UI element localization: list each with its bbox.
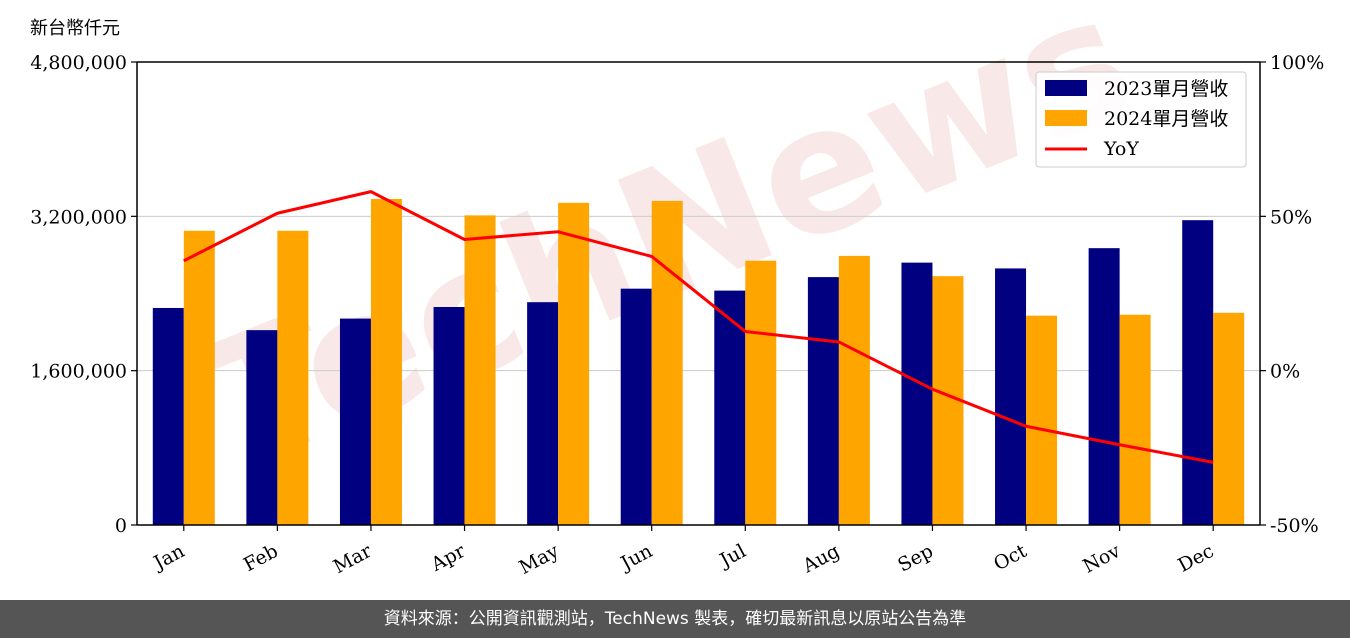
legend-label-2024: 2024單月營收 bbox=[1104, 108, 1228, 130]
bar-2024-aug bbox=[838, 255, 870, 525]
x-tick-label-jan: Jan bbox=[149, 540, 189, 575]
bar-2023-sep bbox=[901, 262, 933, 525]
bar-2024-may bbox=[558, 202, 590, 525]
yoy-line-layer bbox=[183, 190, 1214, 464]
bar-2024-apr bbox=[464, 215, 496, 525]
y-right-tick-label: -50% bbox=[1270, 515, 1319, 537]
x-tick-label-apr: Apr bbox=[427, 540, 470, 577]
legend-box bbox=[1035, 71, 1247, 168]
bar-2023-mar bbox=[339, 318, 371, 525]
y-left-tick-label: 3,200,000 bbox=[30, 206, 127, 228]
bar-2024-oct bbox=[1026, 315, 1058, 525]
x-tick-label-sep: Sep bbox=[894, 540, 937, 577]
x-tick-label-mar: Mar bbox=[330, 540, 376, 579]
source-text: 資料來源：公開資訊觀測站，TechNews 製表，確切最新訊息以原站公告為準 bbox=[383, 609, 967, 629]
y-axis-unit-label: 新台幣仟元 bbox=[30, 18, 120, 39]
y-left-tick-label: 1,600,000 bbox=[30, 361, 127, 383]
y-right-tick-label: 50% bbox=[1270, 206, 1312, 228]
yoy-line bbox=[183, 190, 1214, 464]
x-tick-label-may: May bbox=[515, 540, 562, 579]
x-tick-label-nov: Nov bbox=[1079, 540, 1124, 578]
gridlines bbox=[137, 215, 1260, 372]
bar-2023-dec bbox=[1182, 220, 1214, 526]
bar-2024-dec bbox=[1213, 312, 1245, 525]
x-tick-label-jun: Jun bbox=[616, 540, 656, 575]
legend-swatch-2024 bbox=[1045, 110, 1087, 126]
legend: 2023單月營收 2024單月營收 YoY bbox=[1035, 71, 1247, 168]
bar-2023-may bbox=[527, 302, 559, 525]
bar-2024-feb bbox=[277, 230, 309, 526]
bar-2023-apr bbox=[433, 307, 465, 525]
bar-2024-jan bbox=[183, 230, 215, 526]
x-tick-label-jul: Jul bbox=[715, 540, 750, 573]
y-left-tick-label: 4,800,000 bbox=[30, 52, 127, 74]
y-right-tick-label: 0% bbox=[1270, 361, 1300, 383]
x-tick-label-aug: Aug bbox=[798, 540, 843, 578]
bar-2024-mar bbox=[370, 198, 402, 526]
legend-label-yoy: YoY bbox=[1103, 138, 1139, 160]
source-footer: 資料來源：公開資訊觀測站，TechNews 製表，確切最新訊息以原站公告為準 bbox=[0, 600, 1350, 638]
bars-layer bbox=[152, 198, 1245, 526]
legend-swatch-2023 bbox=[1045, 80, 1087, 96]
bar-2023-jul bbox=[714, 290, 746, 525]
bar-2023-oct bbox=[995, 268, 1027, 525]
bar-2023-jan bbox=[152, 307, 184, 525]
bar-2023-jun bbox=[620, 288, 652, 525]
revenue-chart: TechNews 新台幣仟元 01,600,0003,200,0004,800,… bbox=[30, 0, 1324, 579]
y-left-tick-label: 0 bbox=[115, 515, 127, 537]
bar-2023-feb bbox=[246, 330, 278, 525]
x-tick-label-oct: Oct bbox=[990, 540, 1031, 575]
legend-label-2023: 2023單月營收 bbox=[1104, 78, 1228, 100]
x-tick-label-dec: Dec bbox=[1174, 540, 1217, 577]
bar-2023-aug bbox=[807, 277, 839, 525]
axes bbox=[131, 61, 1266, 531]
bar-2024-nov bbox=[1119, 314, 1151, 525]
bar-2024-jul bbox=[745, 260, 777, 525]
bar-2023-nov bbox=[1088, 248, 1120, 525]
bar-2024-jun bbox=[651, 200, 683, 525]
y-right-tick-label: 100% bbox=[1270, 52, 1324, 74]
x-tick-label-feb: Feb bbox=[240, 540, 282, 576]
